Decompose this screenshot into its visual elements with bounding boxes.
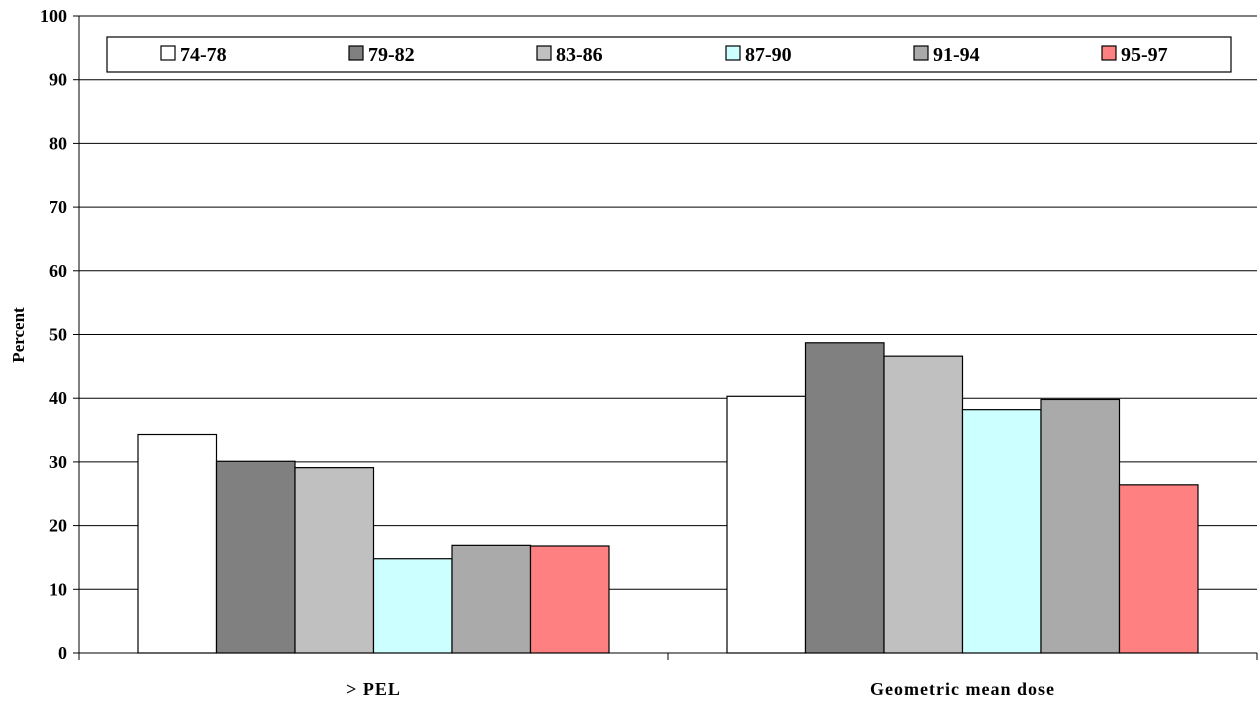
legend-swatch <box>913 45 929 61</box>
category-label: > PEL <box>346 679 401 699</box>
legend-label: 95-97 <box>1121 44 1168 66</box>
y-tick-label: 30 <box>49 452 67 472</box>
bar-74-78-0 <box>137 433 218 654</box>
legend-label: 74-78 <box>180 44 227 66</box>
bar-95-97-1 <box>1118 484 1199 654</box>
y-axis-title: Percent <box>9 307 28 363</box>
category-label: Geometric mean dose <box>870 679 1055 699</box>
legend-label: 79-82 <box>368 44 415 66</box>
bars <box>137 342 1199 654</box>
legend-swatch <box>348 45 364 61</box>
legend-swatch <box>160 45 176 61</box>
bar-87-90-1 <box>961 409 1042 654</box>
y-tick-label: 20 <box>49 516 67 536</box>
bar-79-82-1 <box>804 342 885 654</box>
y-tick-label: 60 <box>49 261 67 281</box>
legend-label: 91-94 <box>933 44 980 66</box>
legend-label: 87-90 <box>745 44 792 66</box>
bar-91-94-1 <box>1040 398 1121 654</box>
legend-swatch <box>536 45 552 61</box>
y-tick-label: 100 <box>40 6 67 26</box>
y-tick-labels: 0 10 20 30 40 50 60 70 80 90 100 <box>40 6 79 663</box>
y-tick-label: 10 <box>49 579 67 599</box>
y-tick-label: 80 <box>49 133 67 153</box>
bar-79-82-0 <box>215 460 296 654</box>
bar-91-94-0 <box>451 544 532 654</box>
y-tick-label: 0 <box>58 643 67 663</box>
y-tick-label: 70 <box>49 197 67 217</box>
legend-box <box>106 36 1232 73</box>
legend-swatch <box>725 45 741 61</box>
legend: 74-78 79-82 83-86 87-90 91-94 95-97 <box>106 36 1232 73</box>
bar-87-90-0 <box>372 558 453 654</box>
bar-83-86-1 <box>883 355 964 654</box>
legend-label: 83-86 <box>556 44 603 66</box>
y-tick-label: 40 <box>49 388 67 408</box>
bar-83-86-0 <box>294 467 375 654</box>
legend-swatch <box>1101 45 1117 61</box>
y-tick-label: 90 <box>49 70 67 90</box>
category-labels: > PEL Geometric mean dose <box>78 653 1258 699</box>
y-tick-label: 50 <box>49 325 67 345</box>
bar-74-78-1 <box>726 395 807 654</box>
bar-95-97-0 <box>529 545 610 654</box>
